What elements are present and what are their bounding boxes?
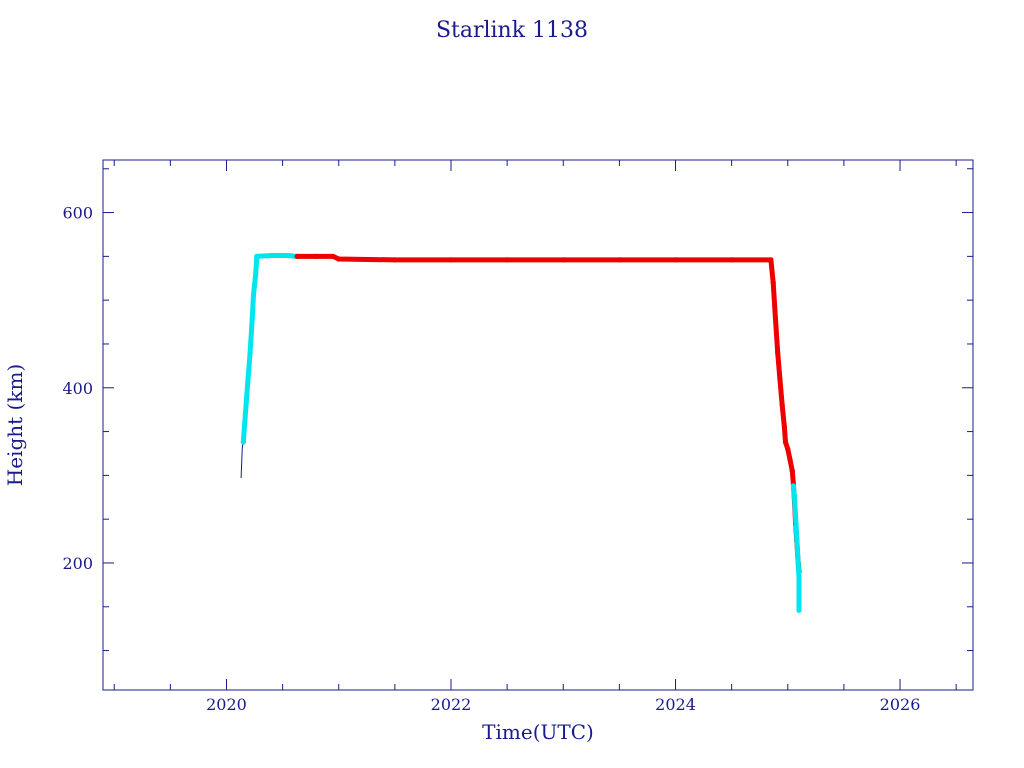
trace-line <box>240 440 244 479</box>
data-marks <box>240 252 802 613</box>
y-axis-label: Height (km) <box>3 364 27 486</box>
ops-point <box>313 253 319 259</box>
ops-point <box>768 257 774 263</box>
ops-point <box>294 253 300 259</box>
raise-point <box>285 252 291 259</box>
y-tick-label: 400 <box>62 379 93 398</box>
y-tick-label: 200 <box>62 554 93 573</box>
ops-point <box>781 424 788 430</box>
ops-point <box>560 257 566 263</box>
raise-point <box>791 494 798 500</box>
raise-point <box>250 293 256 299</box>
tick-labels: 2020 2022 2024 2026 200 400 600 <box>62 204 920 714</box>
raise-point <box>249 315 255 321</box>
plot-border <box>102 159 974 691</box>
raise-point <box>244 393 250 400</box>
ops-point <box>504 257 510 263</box>
ops-point <box>770 280 776 286</box>
ops-point <box>772 315 779 321</box>
raise-point <box>268 252 274 259</box>
ops-point <box>330 253 336 259</box>
ticks <box>103 160 973 690</box>
raise-point <box>253 271 259 277</box>
raise-point <box>796 575 802 581</box>
chart-title: Starlink 1138 <box>436 18 588 43</box>
ops-point <box>775 350 781 356</box>
ops-point <box>777 376 783 382</box>
ops-point <box>787 457 793 463</box>
x-tick-label: 2022 <box>431 695 472 714</box>
ops-point <box>789 468 795 474</box>
x-tick-label: 2020 <box>206 695 247 714</box>
ops-point <box>448 257 454 263</box>
ops-point <box>729 257 735 263</box>
ops-trace <box>294 253 802 575</box>
raise-trace <box>790 483 802 613</box>
raise-trace <box>240 253 299 445</box>
y-tick-label: 600 <box>62 204 93 223</box>
ops-point <box>779 402 785 408</box>
ops-point <box>672 257 679 263</box>
raise-point <box>790 483 797 489</box>
ops-point <box>392 257 398 263</box>
x-axis-label: Time(UTC) <box>482 720 594 744</box>
plot-frame <box>102 159 974 691</box>
ops-point <box>782 439 789 445</box>
ops-point <box>616 257 623 263</box>
x-tick-label: 2026 <box>880 695 921 714</box>
ops-point <box>785 446 791 452</box>
raise-point <box>247 350 253 356</box>
raise-point <box>796 607 802 613</box>
raise-point <box>240 439 246 445</box>
raise-point <box>254 253 260 259</box>
x-tick-label: 2024 <box>655 695 696 714</box>
ops-point <box>336 256 342 262</box>
